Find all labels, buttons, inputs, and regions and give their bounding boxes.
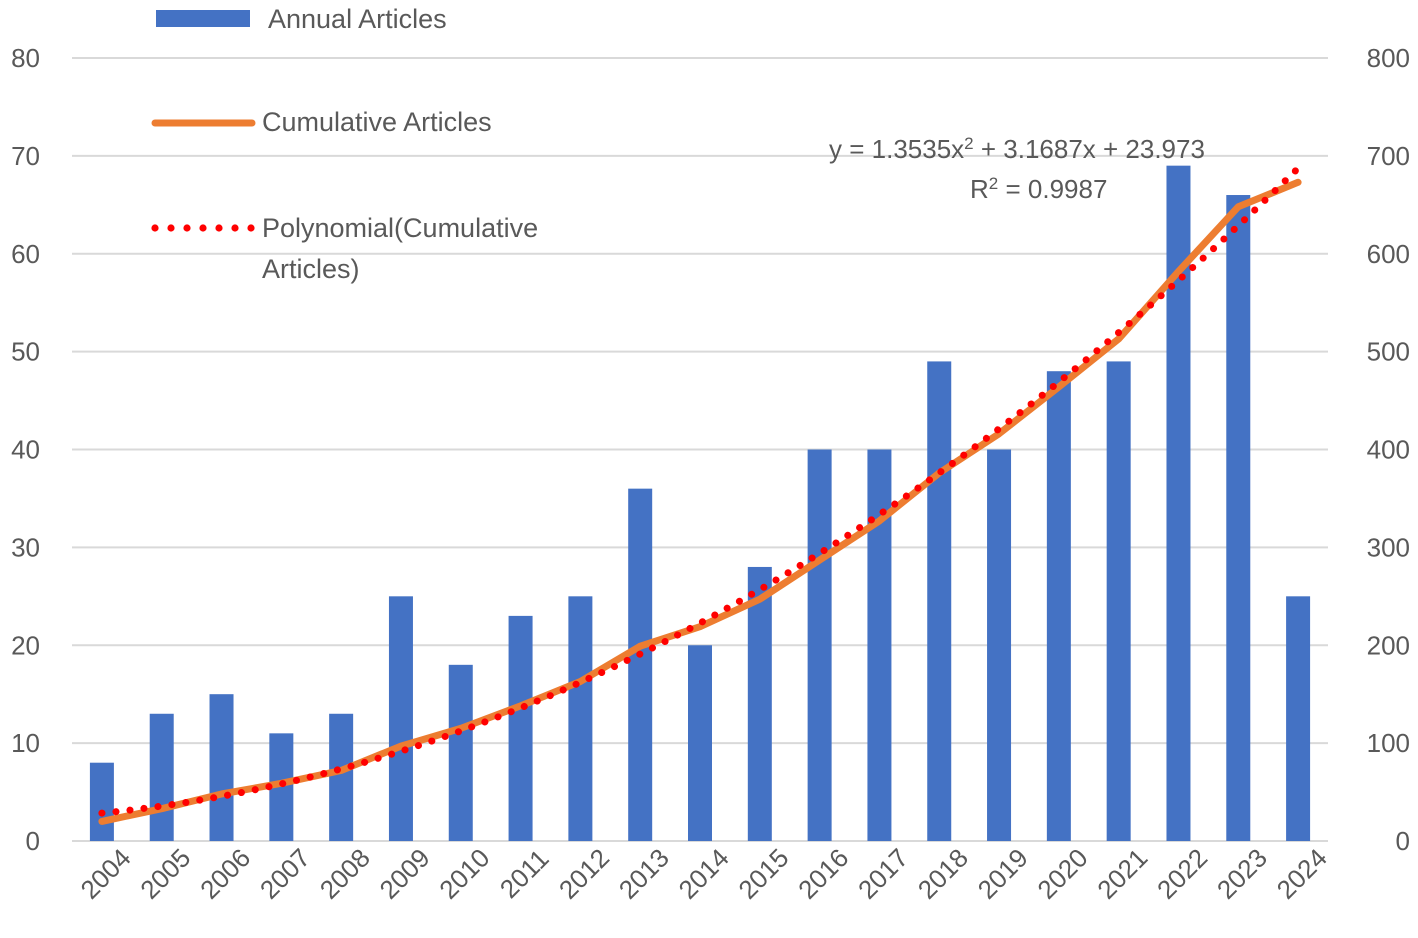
bar — [628, 488, 653, 841]
equation-suffix: + 3.1687x + 23.973 — [974, 134, 1205, 164]
y-tick-label-right: 200 — [1367, 630, 1410, 660]
bar — [209, 694, 234, 841]
x-tick-label: 2005 — [134, 843, 196, 905]
y-tick-label-left: 30 — [11, 532, 40, 562]
legend-dot — [199, 224, 207, 232]
legend-label-polynomial-line1: Polynomial(Cumulative — [262, 213, 538, 243]
x-tick-label: 2012 — [553, 843, 615, 905]
bar — [1226, 195, 1251, 841]
x-tick-label: 2010 — [433, 843, 495, 905]
bar-series — [89, 165, 1311, 842]
x-tick-label: 2004 — [74, 843, 136, 905]
y-tick-label-right: 800 — [1367, 43, 1410, 73]
bar — [747, 566, 772, 841]
legend-dot — [167, 224, 175, 232]
x-tick-label: 2023 — [1211, 843, 1273, 905]
y-tick-label-left: 40 — [11, 435, 40, 465]
bar — [1046, 371, 1071, 841]
trendline-annotation: y = 1.3535x2 + 3.1687x + 23.973 R2 = 0.9… — [829, 134, 1205, 205]
left-axis-ticks: 0 10 20 30 40 50 60 70 80 — [11, 43, 40, 856]
x-tick-label: 2017 — [852, 843, 914, 905]
legend-bar-swatch — [156, 10, 250, 27]
polynomial-trendline-path — [98, 164, 1302, 817]
x-tick-label: 2013 — [613, 843, 675, 905]
bar — [688, 645, 712, 841]
bar — [1286, 596, 1311, 841]
legend-label-annual: Annual Articles — [268, 4, 447, 34]
y-tick-label-left: 10 — [11, 728, 40, 758]
y-tick-label-right: 600 — [1367, 239, 1410, 269]
x-tick-label: 2009 — [374, 843, 436, 905]
y-tick-label-left: 70 — [11, 141, 40, 171]
x-tick-label: 2008 — [314, 843, 376, 905]
x-tick-label: 2020 — [1031, 843, 1093, 905]
bar — [508, 615, 533, 841]
y-tick-label-left: 60 — [11, 239, 40, 269]
cumulative-line-series — [98, 178, 1302, 825]
y-tick-label-left: 80 — [11, 43, 40, 73]
bar — [448, 664, 473, 841]
r2-prefix: R — [970, 174, 989, 204]
equation-superscript: 2 — [964, 134, 973, 153]
x-tick-label: 2016 — [792, 843, 854, 905]
legend-dot — [183, 224, 191, 232]
r-squared: R2 = 0.9987 — [970, 174, 1107, 205]
y-tick-label-right: 100 — [1367, 728, 1410, 758]
polynomial-trendline — [98, 164, 1302, 817]
bar — [329, 713, 354, 841]
y-tick-label-right: 0 — [1396, 826, 1410, 856]
y-tick-label-right: 400 — [1367, 435, 1410, 465]
bar — [987, 449, 1012, 841]
x-tick-label: 2015 — [732, 843, 794, 905]
bar — [149, 713, 174, 841]
x-axis-ticks: 2004200520062007200820092010201120122013… — [74, 843, 1332, 905]
x-tick-label: 2007 — [254, 843, 316, 905]
r2-suffix: = 0.9987 — [998, 174, 1107, 204]
x-tick-label: 2019 — [972, 843, 1034, 905]
y-tick-label-left: 20 — [11, 630, 40, 660]
bar — [568, 596, 593, 841]
cumulative-line — [98, 178, 1302, 825]
bar — [89, 762, 114, 841]
equation-prefix: y = 1.3535x — [829, 134, 964, 164]
legend-dot — [231, 224, 239, 232]
bar — [927, 361, 952, 841]
y-tick-label-right: 300 — [1367, 532, 1410, 562]
y-tick-label-left: 50 — [11, 337, 40, 367]
legend: Annual Articles Cumulative Articles Poly… — [151, 4, 538, 284]
bar — [1106, 361, 1131, 841]
x-tick-label: 2006 — [194, 843, 256, 905]
x-tick-label: 2024 — [1271, 843, 1333, 905]
right-axis-ticks: 0 100 200 300 400 500 600 700 800 — [1367, 43, 1410, 856]
y-tick-label-left: 0 — [26, 826, 40, 856]
y-tick-label-right: 500 — [1367, 337, 1410, 367]
legend-dot — [247, 224, 255, 232]
legend-dot — [215, 224, 223, 232]
trendline-equation: y = 1.3535x2 + 3.1687x + 23.973 — [829, 134, 1205, 165]
legend-dot — [151, 224, 159, 232]
bar — [867, 449, 892, 841]
y-tick-label-right: 700 — [1367, 141, 1410, 171]
bar — [388, 596, 413, 841]
bar — [807, 449, 832, 841]
legend-dotted-swatch — [151, 224, 255, 232]
x-tick-label: 2022 — [1151, 843, 1213, 905]
x-tick-label: 2018 — [912, 843, 974, 905]
legend-label-polynomial-line2: Articles) — [262, 254, 360, 284]
r2-superscript: 2 — [989, 174, 998, 193]
x-tick-label: 2011 — [494, 843, 555, 904]
legend-label-cumulative: Cumulative Articles — [262, 107, 492, 137]
x-tick-label: 2014 — [673, 843, 735, 905]
x-tick-label: 2021 — [1091, 843, 1153, 905]
